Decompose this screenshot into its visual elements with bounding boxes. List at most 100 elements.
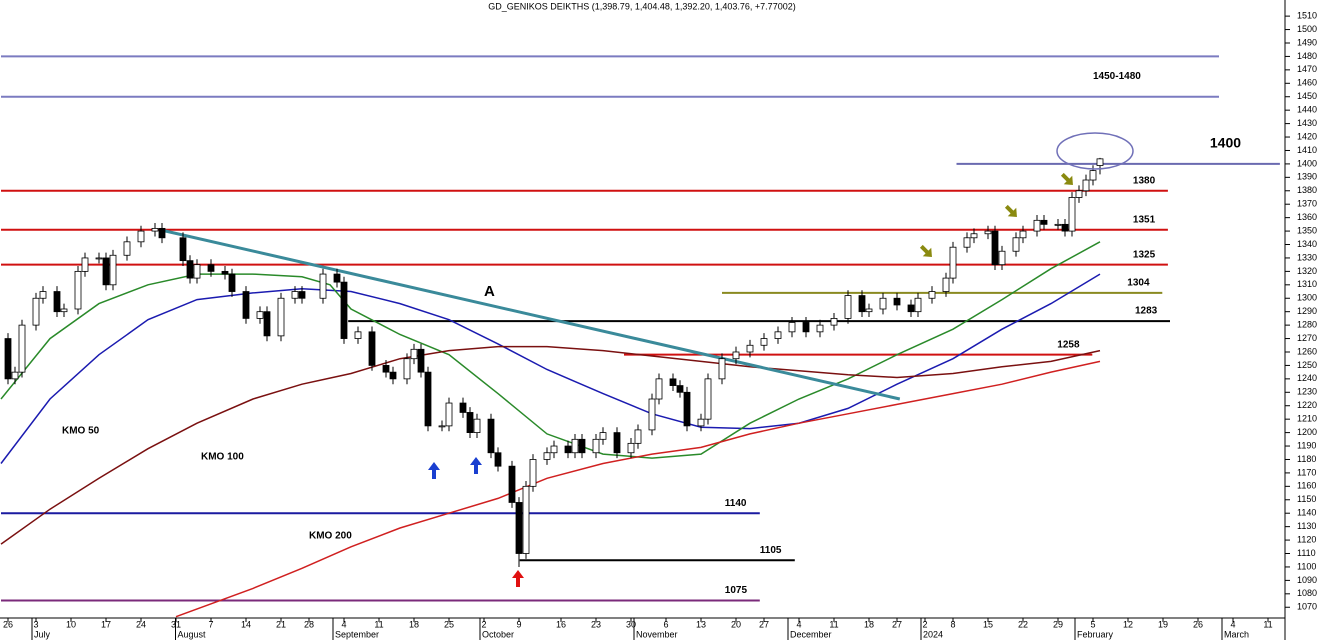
candle-body [487,418,495,454]
y-tick-label: 1500 [1297,24,1317,34]
y-tick-label: 1220 [1297,400,1317,410]
x-tick-label: 11 [829,619,838,629]
y-tick-label: 1160 [1297,481,1316,491]
month-label: November [636,629,678,639]
candle-body [942,277,950,292]
candle-body [515,502,523,554]
candle-body [1096,158,1104,166]
month-label: August [178,629,207,639]
candle-body [221,270,229,275]
y-tick-label: 1490 [1297,37,1317,47]
x-tick-label: 8 [950,619,955,629]
olive-arrow [1004,204,1017,217]
candle-body [340,281,348,339]
candle-body [473,418,481,434]
ma-label: KMO 200 [309,531,352,542]
y-tick-label: 1460 [1297,78,1317,88]
x-tick-label: 5 [1090,619,1095,629]
x-tick-label: 12 [1123,619,1133,629]
candle-body [704,378,712,420]
chart-title: GD_GENIKOS DEIKTHS (1,398.79, 1,404.48, … [488,1,795,11]
y-tick-label: 1230 [1297,387,1317,397]
candle-body [697,418,705,427]
candle-body [4,338,12,380]
x-tick-label: 11 [374,619,383,629]
month-label: July [34,629,51,639]
candle-body [109,254,117,286]
x-tick-label: 16 [556,619,566,629]
y-tick-label: 1270 [1297,333,1317,343]
candle-body [1061,223,1069,232]
candle-body [732,351,740,360]
x-tick-label: 30 [626,619,636,629]
candle-body [102,257,110,286]
candle-body [459,402,467,413]
candle-body [669,378,677,386]
candle-body [914,297,922,313]
y-tick-label: 1400 [1297,158,1317,168]
x-tick-label: 2 [481,619,486,629]
x-tick-label: 27 [892,619,902,629]
candle-body [984,230,992,235]
x-tick-label: 7 [208,619,213,629]
y-tick-label: 1320 [1297,266,1317,276]
candle-body [158,227,166,239]
trendline-label: A [484,283,495,300]
candle-body [543,452,551,460]
candle-body [760,338,768,346]
y-tick-label: 1330 [1297,252,1317,262]
x-tick-label: 27 [759,619,769,629]
candle-body [529,459,537,487]
candle-body [263,311,271,337]
candle-body [74,270,82,310]
trendline [159,228,901,401]
y-tick-label: 1350 [1297,225,1317,235]
candle-body [928,291,936,299]
level-label: 1325 [1133,249,1156,260]
y-tick-label: 1250 [1297,360,1317,370]
candle-body [1012,237,1020,252]
candle-body [39,291,47,299]
candle-body [207,264,215,272]
level-label: 1105 [760,545,782,556]
y-tick-label: 1150 [1297,494,1316,504]
level-label: 1304 [1127,278,1150,289]
candle-body [137,230,145,243]
y-tick-label: 1070 [1297,602,1317,612]
candle-body [11,371,19,380]
y-tick-label: 1410 [1297,145,1317,155]
y-tick-label: 1080 [1297,588,1317,598]
y-tick-label: 1290 [1297,306,1317,316]
candle-body [599,432,607,440]
candle-body [746,344,754,353]
candle-body [438,425,446,428]
x-tick-label: 18 [864,619,874,629]
level-label: 1258 [1057,339,1080,350]
candle-body [550,445,558,454]
candle-body [1082,179,1090,192]
candle-body [774,331,782,339]
y-tick-label: 1390 [1297,172,1317,182]
candle-body [1040,219,1048,225]
x-tick-label: 6 [663,619,668,629]
candle-body [578,438,586,454]
y-tick-label: 1370 [1297,199,1317,209]
candle-body [333,273,341,283]
x-tick-label: 9 [516,619,521,629]
level-label: 1140 [725,498,747,509]
month-label: October [482,629,514,639]
candle-body [970,233,978,239]
level-label: 1400 [1210,135,1241,151]
candle-body [865,308,873,313]
month-label: September [335,629,379,639]
candle-body [410,348,418,360]
candle-body [1033,219,1041,232]
x-tick-label: 26 [3,619,13,629]
y-tick-label: 1180 [1297,454,1316,464]
level-label: 1351 [1133,214,1156,225]
candle-body [613,432,621,454]
ma-label: KMO 50 [62,426,100,437]
candle-body [844,295,852,319]
x-tick-label: 3 [33,619,38,629]
candle-body [256,311,264,319]
